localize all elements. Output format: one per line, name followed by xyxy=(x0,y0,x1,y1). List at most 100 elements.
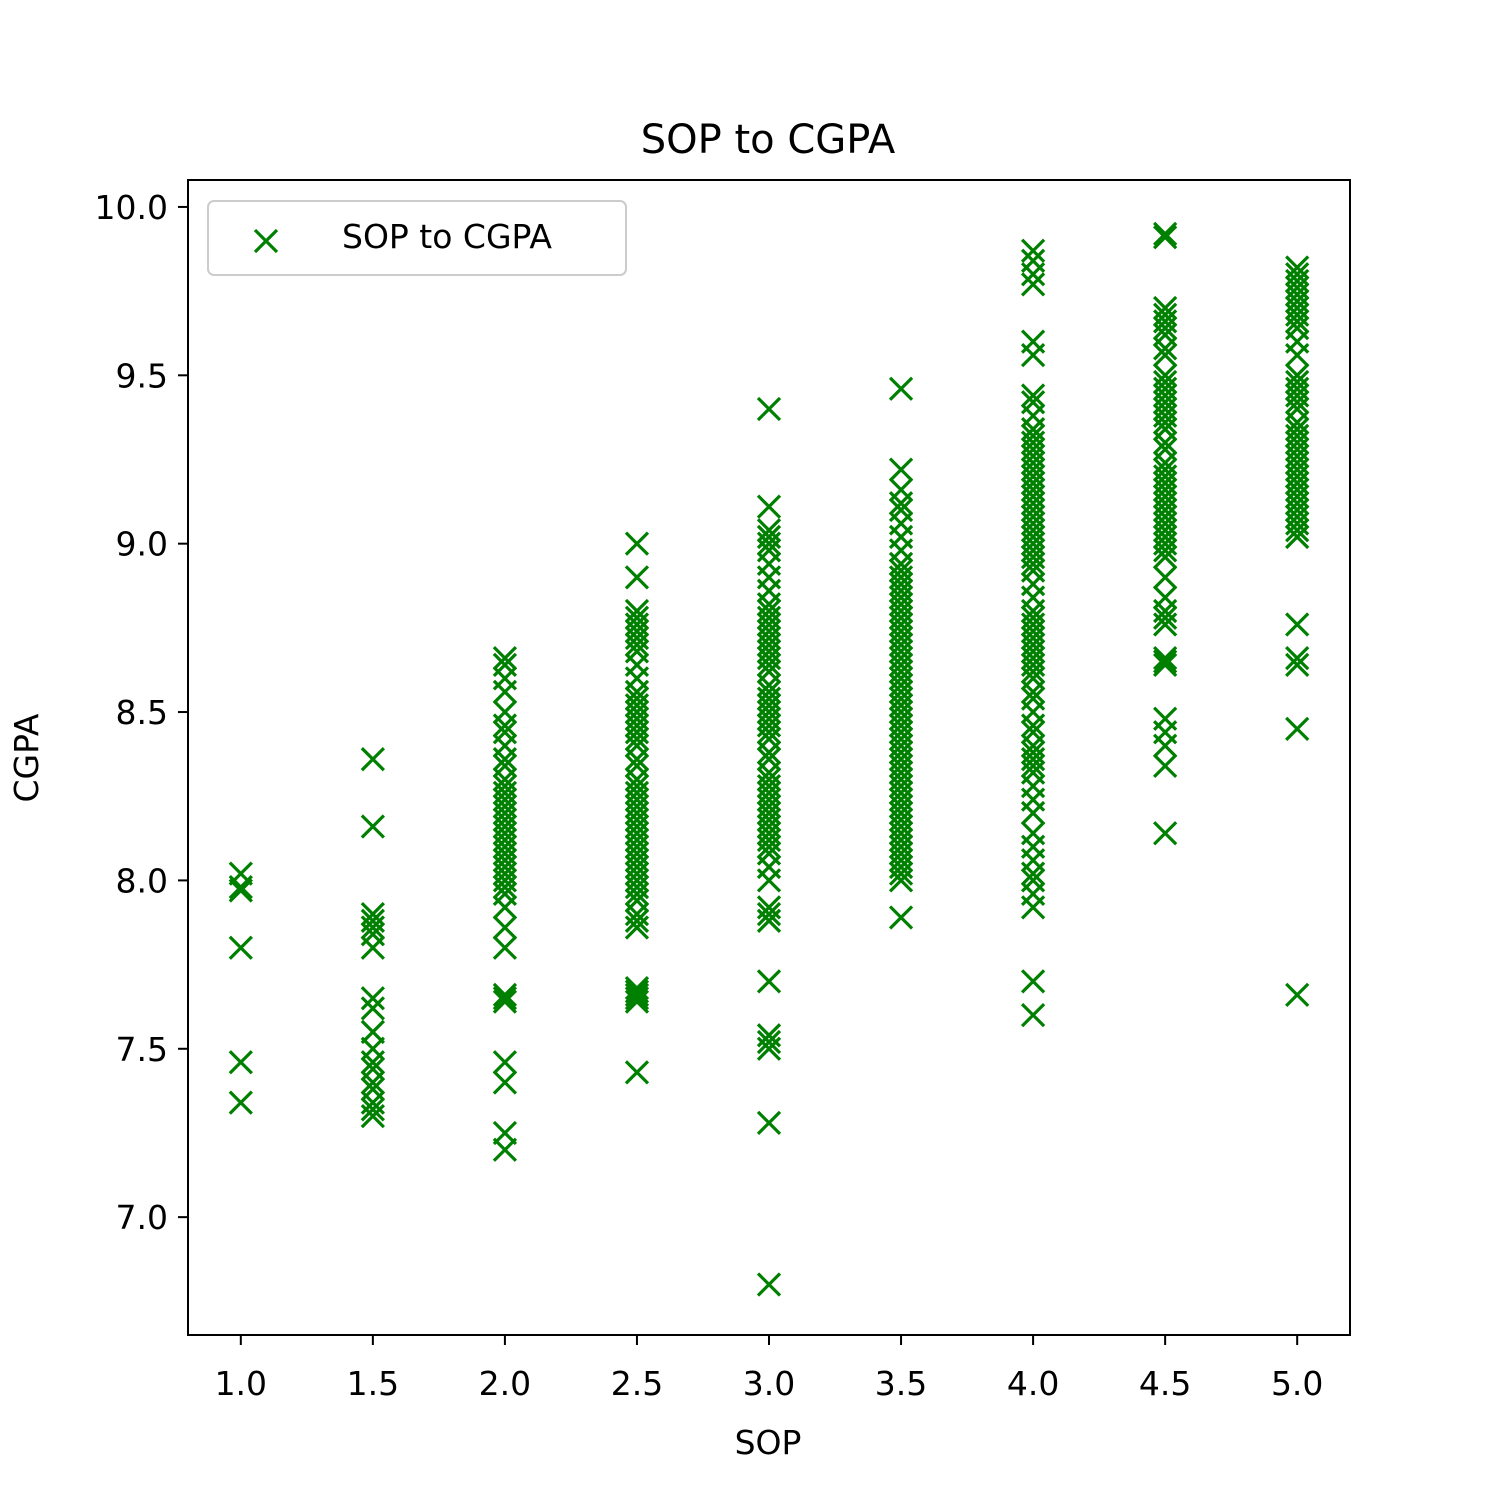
data-point xyxy=(756,494,782,519)
data-point xyxy=(756,1036,782,1061)
data-point xyxy=(624,982,650,1008)
x-axis-label: SOP xyxy=(735,1423,802,1462)
data-point xyxy=(756,908,782,933)
data-point xyxy=(1020,800,1046,826)
data-point xyxy=(756,901,782,927)
x-axis-ticks: 1.0 1.5 2.0 2.5 3.0 3.5 4.0 4.5 5.0 xyxy=(215,1335,1323,1403)
data-point xyxy=(1153,753,1178,779)
data-point xyxy=(1153,646,1178,671)
y-tick-label: 8.0 xyxy=(116,861,168,900)
data-point xyxy=(1020,659,1046,684)
data-point xyxy=(1153,605,1178,630)
data-point xyxy=(360,915,385,940)
data-point xyxy=(756,652,782,678)
data-point xyxy=(228,875,253,900)
data-point xyxy=(360,996,385,1021)
data-point xyxy=(360,814,385,839)
data-point xyxy=(756,1272,782,1297)
data-point xyxy=(1153,733,1178,758)
data-point xyxy=(228,1090,253,1115)
data-point xyxy=(492,747,518,772)
data-point xyxy=(360,986,385,1011)
data-point xyxy=(624,908,650,933)
data-point xyxy=(756,720,782,745)
data-point xyxy=(756,834,782,859)
data-point xyxy=(888,861,914,886)
data-point xyxy=(492,982,518,1008)
data-point xyxy=(1020,551,1046,577)
chart-title: SOP to CGPA xyxy=(641,117,896,163)
legend-marker xyxy=(253,228,279,254)
y-tick-label: 7.0 xyxy=(116,1198,168,1237)
legend: SOP to CGPA xyxy=(207,200,627,276)
data-point xyxy=(624,565,650,590)
y-tick-label: 10.0 xyxy=(95,188,168,227)
data-point xyxy=(1153,565,1178,590)
data-point xyxy=(492,1070,518,1095)
data-point xyxy=(1153,316,1178,341)
data-point xyxy=(1153,342,1178,368)
data-point xyxy=(1020,895,1046,920)
data-point xyxy=(756,1029,782,1055)
data-point xyxy=(888,868,914,893)
data-point xyxy=(624,531,650,556)
data-point xyxy=(624,979,650,1004)
data-point xyxy=(1020,272,1046,297)
data-point xyxy=(1285,309,1310,334)
data-point xyxy=(360,1103,385,1129)
y-tick-label: 7.5 xyxy=(116,1030,168,1069)
x-tick-label: 5.0 xyxy=(1271,1364,1323,1403)
data-point xyxy=(1285,342,1310,368)
data-point xyxy=(624,726,650,752)
data-point xyxy=(1153,225,1178,250)
data-point xyxy=(756,1110,782,1135)
data-point xyxy=(1020,262,1046,287)
data-point xyxy=(624,881,650,907)
data-point xyxy=(360,1070,385,1095)
data-point xyxy=(1020,861,1046,886)
y-tick-label: 9.0 xyxy=(116,525,168,564)
data-point xyxy=(1285,524,1310,550)
data-point xyxy=(624,1060,650,1085)
data-point xyxy=(756,868,782,893)
legend-box xyxy=(207,200,627,276)
data-point xyxy=(888,376,914,401)
data-point xyxy=(756,969,782,994)
data-point xyxy=(756,396,782,422)
data-point xyxy=(1285,390,1310,415)
data-point xyxy=(492,646,518,671)
data-point xyxy=(1020,1002,1046,1028)
data-point xyxy=(1153,410,1178,435)
data-point xyxy=(888,491,914,516)
data-point xyxy=(1153,538,1178,563)
x-tick-label: 2.5 xyxy=(611,1364,663,1403)
data-point xyxy=(1153,221,1178,247)
data-point xyxy=(888,457,914,482)
data-point xyxy=(1020,383,1046,408)
data-point xyxy=(624,986,650,1011)
legend-label: SOP to CGPA xyxy=(342,217,552,256)
data-point xyxy=(624,915,650,940)
data-point xyxy=(624,747,650,772)
data-point xyxy=(624,989,650,1014)
data-point xyxy=(1020,713,1046,738)
data-point xyxy=(1020,342,1046,368)
data-point xyxy=(228,1050,253,1075)
x-tick-label: 4.5 xyxy=(1139,1364,1191,1403)
data-point xyxy=(888,905,914,930)
data-point xyxy=(756,740,782,765)
data-point xyxy=(492,1137,518,1162)
x-tick-label: 1.5 xyxy=(347,1364,399,1403)
data-point xyxy=(1153,430,1178,455)
y-axis-ticks: 7.0 7.5 8.0 8.5 9.0 9.5 10.0 xyxy=(95,188,188,1237)
y-axis-label: CGPA xyxy=(7,713,46,802)
data-point xyxy=(1153,612,1178,637)
data-point xyxy=(756,531,782,556)
data-point xyxy=(1285,518,1310,543)
data-point xyxy=(1285,652,1310,678)
data-point xyxy=(360,935,385,960)
data-point xyxy=(1285,646,1310,671)
data-point xyxy=(1285,982,1310,1008)
x-tick-label: 1.0 xyxy=(215,1364,267,1403)
